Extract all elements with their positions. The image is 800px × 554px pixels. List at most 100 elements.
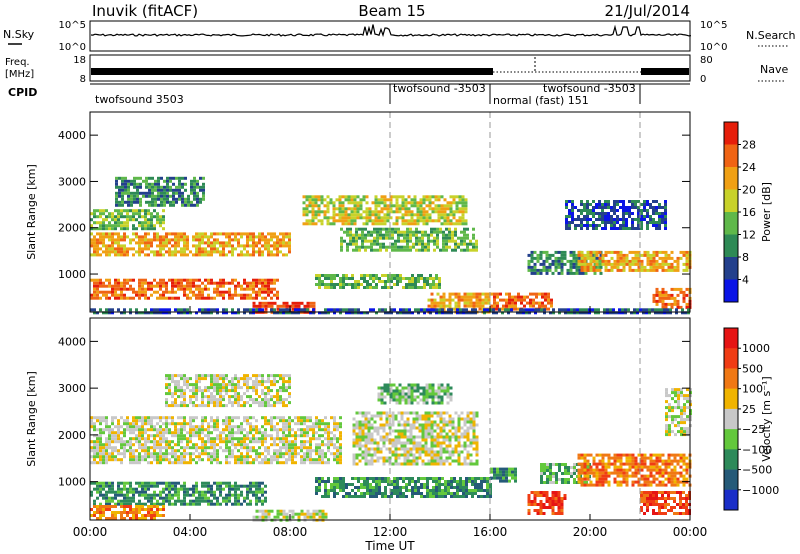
data-cell <box>507 311 510 315</box>
data-cell <box>126 247 129 251</box>
data-cell <box>461 204 465 208</box>
data-cell <box>177 422 180 426</box>
data-cell <box>195 446 198 450</box>
data-cell <box>201 293 204 297</box>
data-cell <box>314 195 318 199</box>
data-cell <box>201 431 204 435</box>
data-cell <box>99 247 102 251</box>
data-cell <box>90 293 93 297</box>
data-cell <box>261 452 264 456</box>
data-cell <box>138 458 141 462</box>
data-cell <box>120 458 123 462</box>
data-cell <box>123 311 126 315</box>
data-cell <box>285 461 288 465</box>
data-cell <box>171 461 174 465</box>
data-cell <box>177 404 180 408</box>
data-cell <box>564 308 567 312</box>
data-cell <box>382 245 385 249</box>
data-cell <box>135 434 138 438</box>
data-cell <box>267 284 270 288</box>
data-cell <box>438 311 441 315</box>
data-cell <box>195 293 198 297</box>
data-cell <box>303 431 306 435</box>
data-cell <box>234 247 237 251</box>
data-cell <box>138 296 141 300</box>
data-cell <box>166 194 169 198</box>
data-cell <box>138 224 141 228</box>
data-cell <box>333 425 336 429</box>
data-cell <box>165 250 168 254</box>
data-cell <box>159 419 162 423</box>
data-cell <box>117 224 120 228</box>
data-cell <box>150 496 153 500</box>
data-cell <box>204 308 207 312</box>
data-cell <box>111 458 114 462</box>
data-cell <box>159 440 162 444</box>
data-cell <box>649 268 653 272</box>
data-cell <box>144 484 147 488</box>
data-cell <box>261 301 265 305</box>
data-cell <box>318 434 321 438</box>
data-cell <box>228 296 231 300</box>
data-cell <box>252 278 255 282</box>
data-cell <box>365 213 369 217</box>
data-cell <box>204 377 207 381</box>
data-cell <box>195 449 198 453</box>
data-cell <box>201 247 204 251</box>
data-cell <box>181 185 184 189</box>
data-cell <box>207 308 210 312</box>
data-cell <box>383 198 387 202</box>
data-cell <box>138 428 141 432</box>
data-cell <box>147 212 150 216</box>
data-cell <box>144 221 147 225</box>
data-cell <box>640 253 644 257</box>
data-cell <box>282 374 285 378</box>
data-cell <box>246 484 249 488</box>
data-cell <box>365 210 369 214</box>
data-cell <box>228 437 231 441</box>
data-cell <box>210 241 213 245</box>
data-cell <box>391 233 394 237</box>
data-cell <box>141 446 144 450</box>
data-cell <box>531 308 534 312</box>
data-cell <box>129 461 132 465</box>
data-cell <box>243 461 246 465</box>
data-cell <box>132 493 135 497</box>
data-cell <box>240 502 243 506</box>
data-cell <box>216 487 219 491</box>
data-cell <box>499 292 502 296</box>
data-cell <box>560 265 564 269</box>
data-cell <box>455 207 459 211</box>
data-cell <box>534 311 537 315</box>
data-cell <box>222 428 225 432</box>
data-cell <box>318 461 321 465</box>
data-cell <box>461 216 465 220</box>
data-cell <box>339 489 342 492</box>
data-cell <box>387 311 390 315</box>
data-cell <box>240 422 243 426</box>
data-cell <box>458 222 462 226</box>
data-cell <box>183 374 186 378</box>
data-cell <box>264 247 267 251</box>
data-cell <box>359 198 363 202</box>
data-cell <box>174 499 177 503</box>
data-cell <box>523 295 526 299</box>
data-cell <box>108 502 111 506</box>
data-cell <box>394 245 397 249</box>
data-cell <box>115 185 118 189</box>
data-cell <box>96 419 99 423</box>
data-cell <box>508 304 511 308</box>
data-cell <box>127 188 130 192</box>
data-cell <box>321 452 324 456</box>
data-cell <box>190 203 193 207</box>
data-cell <box>183 484 186 488</box>
data-cell <box>326 204 330 208</box>
data-cell <box>505 304 508 308</box>
data-cell <box>368 210 372 214</box>
data-cell <box>177 481 180 485</box>
data-cell <box>380 210 384 214</box>
data-cell <box>551 259 555 263</box>
data-cell <box>249 232 252 236</box>
data-cell <box>96 449 99 453</box>
data-cell <box>138 253 141 257</box>
